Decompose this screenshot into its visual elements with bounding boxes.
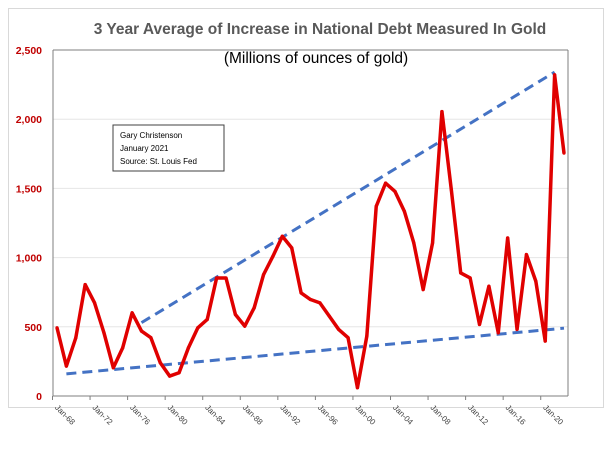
x-tick-label: Jan-20 — [541, 403, 565, 427]
chart-title: 3 Year Average of Increase in National D… — [94, 21, 547, 38]
annotation-date: January 2021 — [120, 144, 169, 153]
annotation-source: Source: St. Louis Fed — [120, 157, 197, 166]
data-point — [243, 324, 247, 328]
data-point — [355, 386, 360, 390]
data-point — [440, 109, 444, 114]
data-point — [205, 317, 209, 322]
data-point — [327, 314, 331, 318]
data-point — [402, 209, 406, 213]
data-point — [139, 329, 144, 333]
y-tick-label: 2,000 — [16, 114, 42, 126]
data-point — [261, 273, 266, 277]
data-point — [506, 236, 510, 240]
data-point — [130, 311, 134, 315]
data-point — [365, 334, 369, 338]
x-tick-label: Jan-76 — [128, 403, 152, 427]
data-point — [74, 336, 78, 340]
data-point — [496, 331, 500, 335]
x-tick-label: Jan-16 — [504, 403, 528, 427]
data-point — [308, 297, 313, 302]
annotation-box: Gary Christenson January 2021 Source: St… — [112, 124, 225, 172]
data-point — [92, 301, 97, 305]
data-point — [553, 73, 557, 77]
chart-subtitle: (Millions of ounces of gold) — [224, 50, 408, 67]
data-point — [196, 326, 200, 330]
x-tick-label: Jan-88 — [241, 403, 265, 427]
data-point — [374, 204, 378, 208]
x-tick-label: Jan-72 — [91, 403, 115, 427]
data-point — [102, 331, 106, 335]
x-tick-label: Jan-96 — [316, 403, 340, 427]
data-point — [224, 276, 228, 280]
y-tick-label: 1,500 — [16, 183, 42, 195]
x-tick-label: Jan-12 — [466, 403, 490, 427]
x-tick-label: Jan-08 — [429, 403, 453, 427]
data-point — [290, 246, 294, 250]
data-point — [468, 276, 472, 280]
data-point — [562, 151, 566, 155]
data-point — [477, 322, 482, 327]
data-point — [515, 327, 519, 332]
data-point — [543, 339, 547, 343]
data-point — [299, 291, 303, 295]
data-point — [177, 371, 181, 375]
data-point — [449, 188, 453, 192]
data-point — [121, 346, 125, 350]
data-point — [158, 361, 162, 365]
data-point — [111, 366, 115, 370]
x-tick-label: Jan-04 — [391, 403, 415, 427]
x-tick-label: Jan-80 — [166, 403, 190, 427]
data-point — [64, 364, 68, 368]
y-tick-label: 0 — [36, 391, 42, 403]
data-point — [233, 312, 237, 317]
data-point — [346, 336, 350, 340]
data-point — [337, 327, 341, 332]
data-point — [524, 252, 529, 257]
data-point — [393, 189, 397, 194]
data-point — [55, 326, 59, 330]
data-point — [168, 374, 172, 378]
series-line — [55, 73, 566, 390]
data-point — [83, 282, 87, 287]
data-point — [487, 284, 491, 288]
data-point — [430, 241, 435, 245]
data-point — [318, 301, 322, 305]
data-point — [215, 276, 219, 280]
data-point — [459, 271, 463, 275]
lower-trend-line — [66, 326, 565, 376]
data-point — [384, 181, 388, 185]
chart-frame — [8, 8, 604, 408]
x-tick-label: Jan-92 — [278, 403, 302, 427]
x-tick-label: Jan-68 — [53, 403, 77, 427]
x-tick-label: Jan-00 — [354, 403, 378, 427]
data-point — [252, 306, 256, 310]
x-tick-label: Jan-84 — [203, 403, 227, 427]
data-point — [149, 336, 153, 340]
data-point — [534, 279, 538, 283]
data-point — [271, 254, 275, 258]
data-point — [280, 234, 284, 238]
y-tick-label: 500 — [24, 322, 42, 334]
data-point — [421, 287, 425, 292]
data-point — [186, 346, 191, 350]
annotation-author: Gary Christenson — [120, 131, 182, 140]
y-tick-label: 1,000 — [16, 253, 42, 265]
y-tick-label: 2,500 — [16, 45, 42, 57]
data-point — [412, 241, 416, 245]
upper-trend-line — [140, 70, 556, 324]
